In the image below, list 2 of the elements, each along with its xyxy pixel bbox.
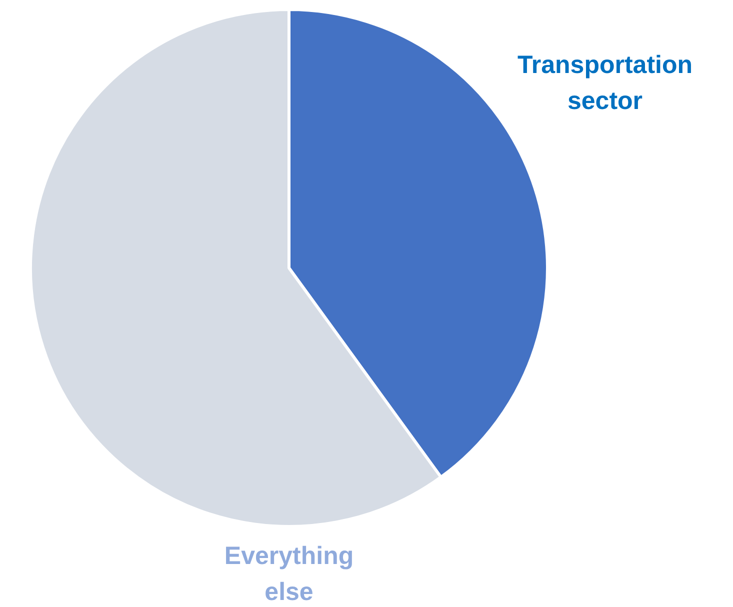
- slice-label: Everything else: [224, 542, 354, 606]
- slice-label: Transportation sector: [517, 50, 693, 115]
